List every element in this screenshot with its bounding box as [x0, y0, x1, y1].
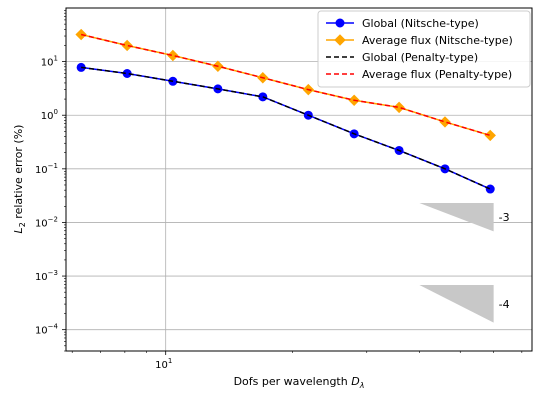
y-axis-label: L2 relative error (%): [12, 125, 27, 234]
y-tick-label: 100: [41, 108, 58, 122]
y-tick-label: 10−4: [35, 323, 59, 337]
slope-label: -3: [499, 211, 510, 224]
legend-label: Average flux (Penalty-type): [362, 68, 512, 81]
legend-marker: [336, 19, 344, 27]
legend-label: Global (Penalty-type): [362, 51, 478, 64]
x-axis-label: Dofs per wavelength Dλ: [234, 375, 365, 390]
legend: Global (Nitsche-type) Average flux (Nitsc…: [318, 11, 530, 87]
y-tick-label: 10−2: [35, 215, 58, 229]
slope-label: -4: [499, 298, 510, 311]
legend-label: Global (Nitsche-type): [362, 17, 479, 30]
y-tick-label: 101: [41, 55, 58, 69]
data-point: [486, 185, 494, 193]
legend-label: Average flux (Nitsche-type): [362, 34, 513, 47]
y-tick-label: 10−3: [35, 269, 58, 283]
y-tick-label: 10−1: [35, 162, 58, 176]
x-tick-label: 101: [155, 357, 172, 371]
